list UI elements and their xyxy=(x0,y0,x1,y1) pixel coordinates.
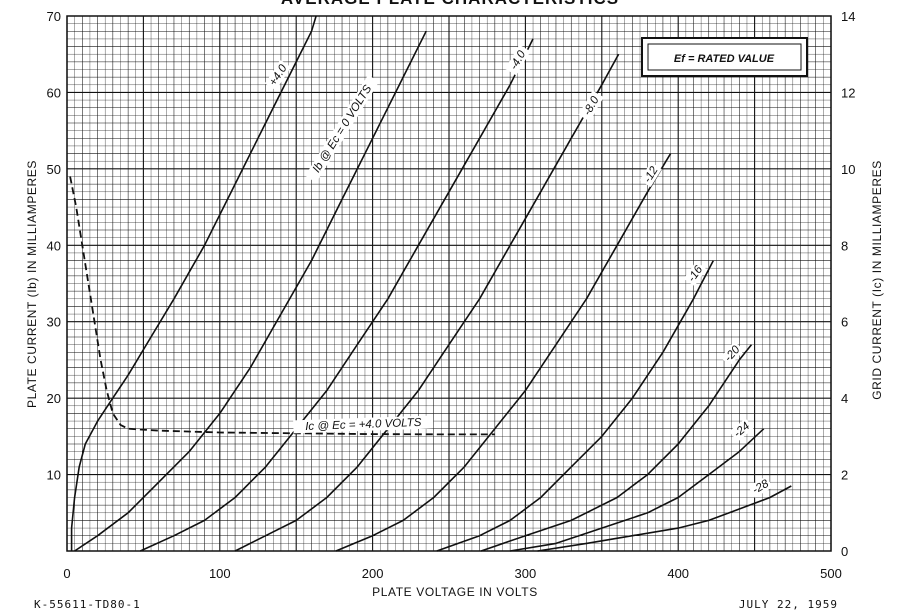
y2-tick-label: 14 xyxy=(841,9,855,24)
curve-label-bg xyxy=(505,44,531,76)
curve-label-bg xyxy=(264,59,292,91)
y2-tick-label: 12 xyxy=(841,85,855,100)
curve-label-bg xyxy=(293,415,434,434)
x-tick-label: 100 xyxy=(209,566,231,581)
curve-label: Ic @ Ec = +4.0 VOLTS xyxy=(305,417,422,433)
curve-label-bg xyxy=(748,475,773,498)
curve-label-bg xyxy=(720,341,744,366)
y-tick-label: 50 xyxy=(47,162,61,177)
y2-tick-label: 6 xyxy=(841,315,848,330)
curve-label-bg xyxy=(683,261,707,287)
y-tick-label: 30 xyxy=(47,315,61,330)
series-curve xyxy=(436,260,715,552)
curve-label-bg xyxy=(578,90,604,122)
graph-grid xyxy=(66,15,832,552)
y-tick-label: 10 xyxy=(47,468,61,483)
chart-title: AVERAGE PLATE CHARACTERISTICS xyxy=(281,0,619,8)
y2-axis-label: GRID CURRENT (Ic) IN MILLIAMPERES xyxy=(870,160,884,400)
series-curve xyxy=(234,53,620,552)
curve-label-bg xyxy=(729,418,754,442)
plot-frame xyxy=(66,15,832,552)
x-axis-label: PLATE VOLTAGE IN VOLTS xyxy=(372,585,538,599)
series-curve xyxy=(480,344,753,552)
x-tick-labels: 0 100 200 300 400 500 xyxy=(63,566,841,581)
series-curve xyxy=(537,485,792,552)
x-tick-label: 200 xyxy=(362,566,384,581)
y-tick-label: 20 xyxy=(47,391,61,406)
y2-tick-label: 8 xyxy=(841,238,848,253)
y-tick-label: 40 xyxy=(47,238,61,253)
rated-value-note: Ef = RATED VALUE xyxy=(641,37,808,77)
curves xyxy=(69,15,792,552)
x-tick-label: 300 xyxy=(515,566,537,581)
x-tick-label: 0 xyxy=(63,566,70,581)
y-tick-label: 60 xyxy=(47,85,61,100)
series-curve xyxy=(139,38,534,552)
series-curve xyxy=(509,428,765,552)
curve-label-bg xyxy=(305,74,380,183)
y2-tick-label: 10 xyxy=(841,162,855,177)
y2-tick-label: 0 xyxy=(841,544,848,559)
series-curve xyxy=(69,176,495,436)
drawing-number: K-55611-TD80-1 xyxy=(34,598,141,611)
date-label: JULY 22, 1959 xyxy=(739,598,838,611)
series-curve xyxy=(335,153,672,552)
note-text: Ef = RATED VALUE xyxy=(674,53,775,65)
y-axis-label: PLATE CURRENT (Ib) IN MILLIAMPERES xyxy=(25,160,39,408)
x-tick-label: 500 xyxy=(820,566,842,581)
x-tick-label: 400 xyxy=(667,566,689,581)
y-tick-labels: 10 20 30 40 50 60 70 xyxy=(47,9,61,483)
y-tick-label: 70 xyxy=(47,9,61,24)
y2-tick-label: 2 xyxy=(841,468,848,483)
curve-label-bg xyxy=(639,162,662,187)
y2-tick-labels: 0 2 4 6 8 10 12 14 xyxy=(841,9,855,559)
series-curve xyxy=(74,30,427,552)
series-curve xyxy=(70,15,317,551)
y2-tick-label: 4 xyxy=(841,391,848,406)
curve-labels: +4.0Ib @ Ec = 0 VOLTS-4.0-8.0-12-16-20-2… xyxy=(264,44,773,498)
